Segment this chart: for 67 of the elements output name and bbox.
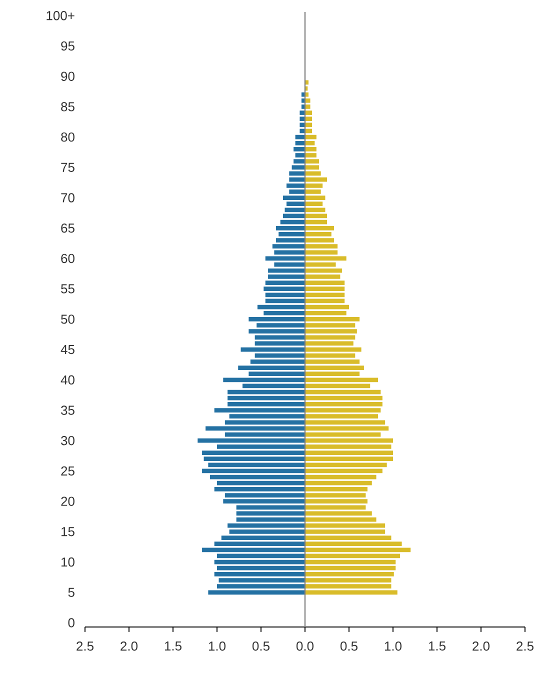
- bar: [305, 554, 400, 558]
- bar: [289, 177, 305, 182]
- y-tick-label: 75: [61, 162, 74, 172]
- y-tick-label: 100+: [46, 11, 74, 20]
- x-tick-label: 0.5: [340, 642, 358, 651]
- x-tick-label: 2.5: [516, 642, 534, 651]
- bar: [210, 474, 305, 480]
- bar: [289, 171, 305, 176]
- y-tick-label: 40: [60, 375, 74, 385]
- y-tick-label: 85: [61, 102, 74, 112]
- bar: [305, 171, 321, 176]
- x-tick-label: 2.0: [472, 642, 490, 651]
- bar: [242, 384, 305, 388]
- y-tick-label: 50: [61, 314, 74, 324]
- bar: [305, 426, 389, 431]
- bar: [305, 262, 336, 267]
- y-tick-label: 35: [61, 406, 74, 415]
- bar: [257, 304, 305, 310]
- bar: [305, 390, 381, 394]
- y-tick-label: 0: [68, 618, 74, 628]
- bar: [305, 517, 376, 522]
- y-tick-label: 30: [61, 436, 74, 446]
- bar: [217, 554, 305, 558]
- bar: [254, 341, 305, 346]
- y-tick-label: 70: [61, 193, 74, 202]
- bar: [274, 262, 305, 267]
- x-tick-label: 2.0: [120, 642, 138, 651]
- bar: [305, 256, 346, 261]
- x-tick-label: 0.5: [252, 642, 270, 651]
- bar: [236, 511, 305, 516]
- bar: [265, 256, 305, 261]
- y-tick-label: 10: [62, 557, 74, 567]
- y-tick-label: 15: [62, 527, 74, 536]
- bar: [206, 426, 305, 431]
- x-tick-label: 1.0: [208, 642, 226, 651]
- bar: [305, 384, 370, 388]
- bar: [214, 560, 305, 564]
- y-tick-label: 25: [61, 466, 74, 476]
- bar: [305, 432, 381, 437]
- bar: [305, 304, 349, 310]
- y-tick-label: 55: [61, 284, 74, 294]
- bar: [202, 468, 305, 474]
- bar: [228, 390, 305, 394]
- bar: [240, 347, 305, 352]
- bar: [236, 517, 305, 522]
- y-tick-label: 20: [61, 496, 74, 506]
- y-tick-label: 90: [61, 72, 74, 81]
- bar: [305, 341, 354, 346]
- bar: [305, 511, 372, 516]
- y-tick-label: 65: [61, 224, 74, 233]
- bar: [305, 560, 396, 564]
- x-tick-label: 1.5: [164, 642, 182, 651]
- x-tick-label: 2.5: [76, 642, 94, 651]
- bar: [305, 298, 345, 304]
- bar: [305, 468, 382, 474]
- y-tick-label: 60: [61, 254, 74, 264]
- bar: [305, 347, 362, 352]
- y-tick-label: 5: [68, 588, 74, 597]
- y-tick-label: 95: [61, 41, 74, 51]
- x-tick-label: 1.0: [384, 642, 402, 651]
- y-tick-label: 45: [60, 345, 74, 354]
- x-tick-label: 1.5: [428, 642, 446, 651]
- bar: [305, 474, 376, 480]
- bar: [265, 298, 305, 304]
- bar: [224, 432, 305, 437]
- x-tick-label: 0.0: [296, 642, 314, 651]
- y-tick-label: 80: [61, 132, 74, 142]
